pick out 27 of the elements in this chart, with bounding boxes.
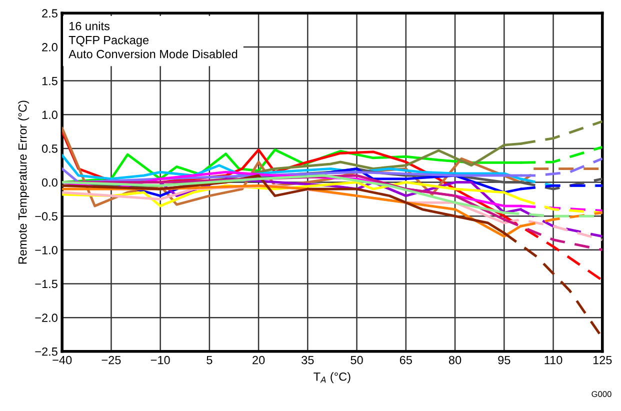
x-tick-label: −25: [102, 356, 121, 364]
x-tick-label: 95: [498, 356, 510, 364]
y-tick-label: −0.5: [35, 212, 58, 220]
x-tick-label: 5: [206, 356, 212, 364]
y-axis-title: Remote Temperature Error (°C): [18, 100, 30, 264]
text: G000: [592, 391, 612, 398]
x-tick-label: 110: [544, 356, 562, 364]
y-tick-label: 2.5: [42, 9, 58, 18]
y-tick-label: 1.0: [42, 110, 58, 120]
y-tick-label: 1.5: [42, 76, 58, 86]
y-tick-label: −1.0: [35, 246, 58, 254]
y-tick-label: −1.5: [35, 280, 58, 288]
y-tick-label: 0.5: [42, 144, 58, 153]
annotation: 16 units TQFP Package Auto Conversion Mode Disabled: [68, 22, 238, 58]
y-tick-label: −2.0: [35, 314, 58, 322]
x-tick-label: −40: [52, 356, 72, 364]
x-tick-label: 80: [448, 356, 462, 364]
x-tick-label: 50: [350, 356, 363, 364]
y-tick-label: −2.5: [35, 347, 58, 356]
x-tick-label: 125: [593, 356, 612, 364]
x-tick-label: 35: [302, 356, 314, 364]
y-tick-label: 0.0: [42, 178, 58, 187]
x-axis-title: T$_{A}$ (°C): [314, 372, 350, 384]
x-tick-label: 20: [252, 356, 265, 364]
x-tick-label: 65: [400, 356, 412, 364]
y-tick-label: 2.0: [42, 43, 58, 52]
x-tick-label: −10: [150, 356, 170, 364]
